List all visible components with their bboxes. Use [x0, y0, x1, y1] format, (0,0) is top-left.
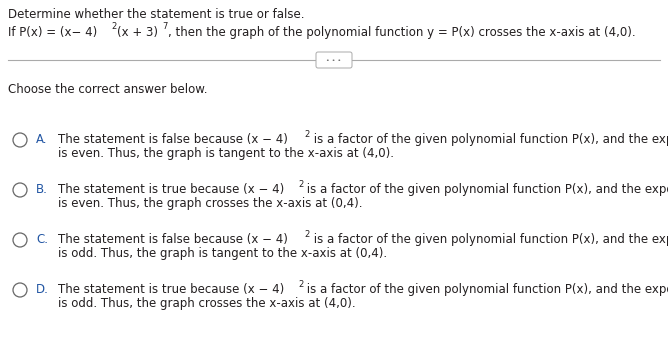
Text: Choose the correct answer below.: Choose the correct answer below. — [8, 83, 208, 96]
Text: • • •: • • • — [327, 57, 341, 63]
Text: 2: 2 — [298, 180, 303, 189]
Text: is a factor of the given polynomial function P(x), and the exponent, 2: is a factor of the given polynomial func… — [303, 183, 668, 196]
Text: 2: 2 — [305, 130, 310, 139]
Text: is a factor of the given polynomial function P(x), and the exponent, 2: is a factor of the given polynomial func… — [310, 233, 668, 246]
Text: D.: D. — [36, 283, 49, 296]
Text: If P(x) = (x− 4): If P(x) = (x− 4) — [8, 26, 98, 39]
Text: 2: 2 — [112, 22, 117, 31]
Text: 2: 2 — [305, 230, 310, 239]
Text: A.: A. — [36, 133, 47, 146]
Text: is even. Thus, the graph is tangent to the x-axis at (4,0).: is even. Thus, the graph is tangent to t… — [58, 147, 394, 160]
Text: is odd. Thus, the graph is tangent to the x-axis at (0,4).: is odd. Thus, the graph is tangent to th… — [58, 247, 387, 260]
Text: 2: 2 — [298, 280, 303, 289]
Text: B.: B. — [36, 183, 48, 196]
Text: 7: 7 — [162, 22, 168, 31]
Text: is a factor of the given polynomial function P(x), and the exponent, 2: is a factor of the given polynomial func… — [310, 133, 668, 146]
Text: The statement is true because (x − 4): The statement is true because (x − 4) — [58, 183, 285, 196]
Text: is a factor of the given polynomial function P(x), and the exponent, 2: is a factor of the given polynomial func… — [303, 283, 668, 296]
Text: The statement is false because (x − 4): The statement is false because (x − 4) — [58, 133, 288, 146]
Text: The statement is false because (x − 4): The statement is false because (x − 4) — [58, 233, 288, 246]
Text: , then the graph of the polynomial function y = P(x) crosses the x-axis at (4,0): , then the graph of the polynomial funct… — [168, 26, 635, 39]
Text: The statement is true because (x − 4): The statement is true because (x − 4) — [58, 283, 285, 296]
Text: C.: C. — [36, 233, 48, 246]
FancyBboxPatch shape — [316, 52, 352, 68]
Text: is even. Thus, the graph crosses the x-axis at (0,4).: is even. Thus, the graph crosses the x-a… — [58, 197, 363, 210]
Text: is odd. Thus, the graph crosses the x-axis at (4,0).: is odd. Thus, the graph crosses the x-ax… — [58, 297, 355, 310]
Text: (x + 3): (x + 3) — [117, 26, 158, 39]
Text: Determine whether the statement is true or false.: Determine whether the statement is true … — [8, 8, 305, 21]
